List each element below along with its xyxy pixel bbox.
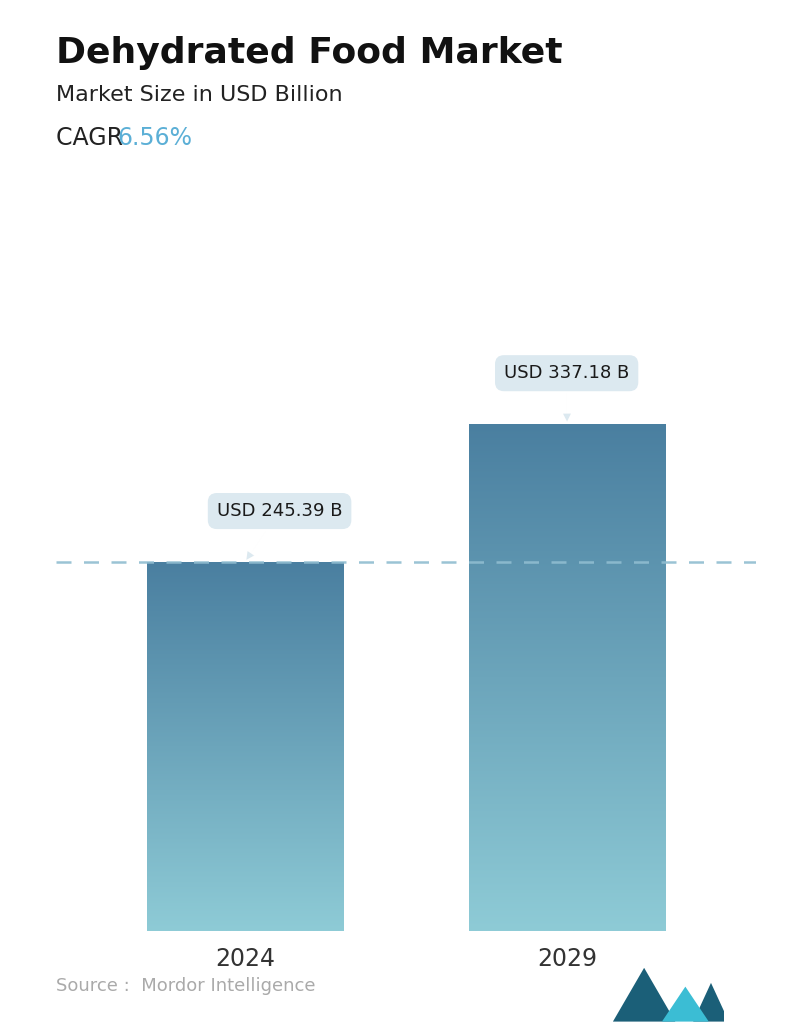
Text: 6.56%: 6.56% (118, 126, 193, 150)
Polygon shape (693, 983, 729, 1022)
Text: USD 337.18 B: USD 337.18 B (504, 364, 630, 422)
Text: Market Size in USD Billion: Market Size in USD Billion (56, 85, 342, 104)
Text: Source :  Mordor Intelligence: Source : Mordor Intelligence (56, 977, 315, 995)
Polygon shape (613, 968, 675, 1022)
Text: USD 245.39 B: USD 245.39 B (217, 503, 342, 559)
Text: Dehydrated Food Market: Dehydrated Food Market (56, 36, 562, 70)
Polygon shape (662, 986, 708, 1022)
Text: CAGR: CAGR (56, 126, 131, 150)
